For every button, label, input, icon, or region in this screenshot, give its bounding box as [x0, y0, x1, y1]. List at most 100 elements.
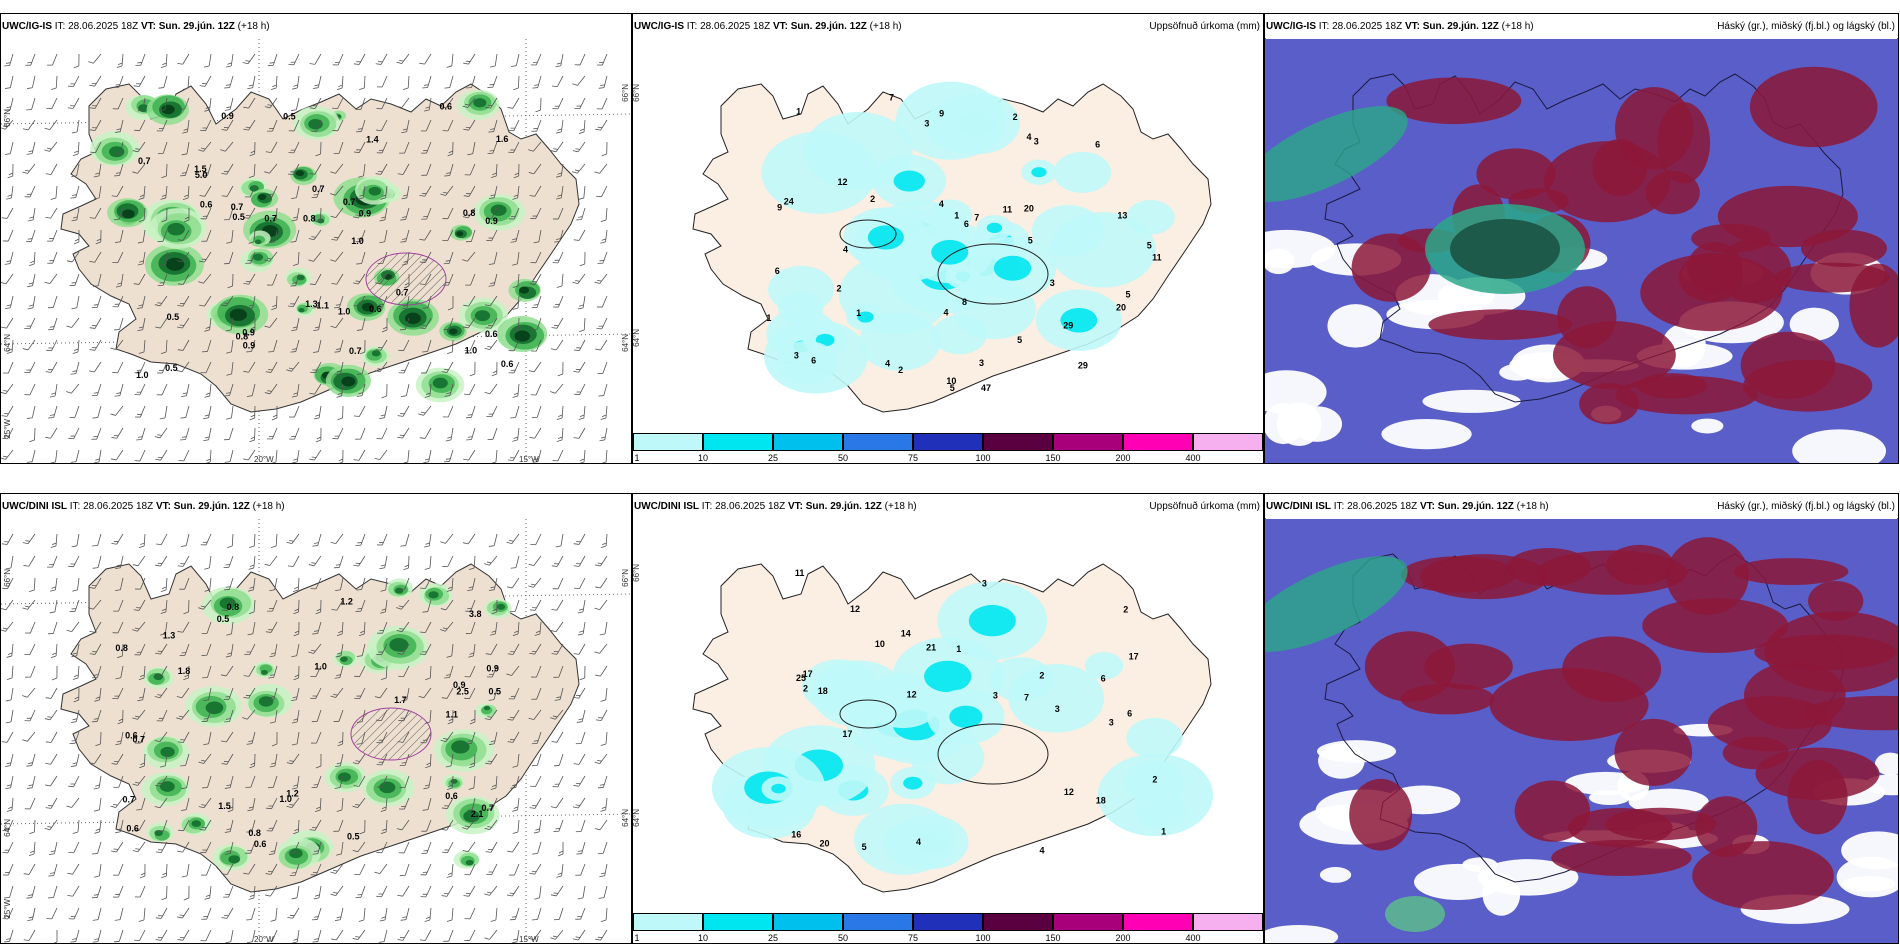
- wind-barb: [380, 797, 388, 812]
- wind-barb: [336, 841, 344, 856]
- wind-barb: [440, 97, 454, 109]
- wind-barb: [509, 863, 520, 876]
- wind-barb: [376, 775, 388, 788]
- wind-barb: [177, 841, 190, 853]
- wind-barb: [312, 621, 322, 635]
- wind-barb: [27, 295, 36, 310]
- wind-barb: [533, 229, 542, 244]
- wind-barb: [291, 687, 300, 702]
- wind-barb: [89, 643, 102, 655]
- wind-barb: [595, 929, 608, 941]
- colorbar-swatch: [703, 913, 773, 931]
- wind-value-label: 0.6: [369, 304, 382, 314]
- wind-barb: [271, 731, 278, 747]
- wind-barb: [155, 907, 168, 919]
- wind-barb: [224, 75, 234, 89]
- wind-barb: [160, 251, 168, 266]
- wind-barb: [114, 229, 124, 243]
- wind-value-label: 0.7: [349, 346, 362, 356]
- wind-barb: [315, 207, 322, 223]
- wind-barb: [70, 449, 80, 463]
- wind-barb: [4, 75, 14, 89]
- wind-barb: [268, 665, 278, 679]
- wind-barb: [573, 533, 586, 545]
- wind-barb: [134, 383, 146, 396]
- wind-barb: [444, 449, 454, 463]
- wind-barb: [311, 185, 322, 198]
- it-label: IT:: [1333, 501, 1345, 512]
- wind-barb: [293, 665, 300, 681]
- wind-barb: [512, 427, 520, 442]
- wind-barb: [332, 97, 344, 110]
- lead-time: (+18 h): [237, 21, 270, 32]
- wind-barb: [26, 775, 36, 789]
- precip-contour: [257, 194, 267, 201]
- wind-barb: [176, 687, 190, 699]
- wind-barb: [202, 775, 212, 789]
- wind-barb: [45, 731, 58, 743]
- wind-barb: [154, 687, 168, 699]
- wind-barb: [462, 819, 476, 830]
- wind-barb: [155, 555, 168, 567]
- wind-barb: [67, 97, 80, 109]
- precip-value-label: 3: [1109, 717, 1114, 727]
- precip-value-label: 1: [956, 644, 961, 654]
- precip-contour: [219, 597, 236, 610]
- wind-barb: [265, 361, 278, 373]
- precip-value-label: 2: [870, 194, 875, 204]
- wind-barb: [573, 775, 586, 787]
- precip-value-label: 1: [766, 313, 771, 323]
- wind-barb: [199, 185, 212, 197]
- wind-barb: [156, 709, 168, 722]
- wind-barb: [510, 53, 520, 67]
- wind-barb: [511, 929, 520, 943]
- wind-barb: [132, 775, 146, 786]
- wind-barb: [553, 819, 564, 832]
- wind-barb: [419, 273, 432, 285]
- wind-barb: [136, 295, 146, 309]
- precip-value-label: 18: [1096, 795, 1106, 805]
- wind-barb: [91, 427, 102, 440]
- wind-barb: [115, 577, 124, 591]
- wind-barb: [330, 863, 344, 874]
- colorbar-tick-label: 400: [1185, 453, 1201, 463]
- wind-barb: [462, 97, 476, 108]
- wind-barb: [330, 317, 344, 329]
- wind-barb: [358, 907, 366, 922]
- precip-area: [768, 265, 835, 314]
- wind-barb: [6, 185, 14, 200]
- wind-barb: [2, 229, 14, 242]
- wind-barb: [376, 753, 388, 766]
- wind-barb: [134, 361, 146, 374]
- wind-barb: [265, 141, 278, 153]
- colorbar-tick-label: 200: [1115, 933, 1131, 943]
- wind-barb: [155, 317, 168, 329]
- glacier-outline: [937, 243, 1049, 305]
- wind-barb: [26, 97, 36, 111]
- colorbar-swatch: [703, 433, 773, 451]
- wind-barb: [356, 317, 366, 331]
- wind-barb: [182, 75, 190, 90]
- precip-contour: [228, 855, 240, 864]
- wind-barb: [25, 665, 36, 678]
- wind-barb: [512, 295, 520, 310]
- wind-barb: [447, 339, 454, 355]
- wind-barb: [512, 185, 520, 200]
- wind-barb: [291, 731, 300, 746]
- wind-barb: [312, 841, 322, 855]
- wind-barb: [270, 533, 278, 548]
- clear-sky-patch: [1319, 867, 1352, 883]
- mid-cloud-area: [1774, 262, 1890, 293]
- valid-time: Sun. 29.jún. 12Z: [158, 21, 235, 32]
- wind-barb: [223, 885, 234, 898]
- wind-barb: [510, 775, 520, 789]
- wind-barb: [376, 731, 388, 744]
- wind-barb: [375, 53, 388, 65]
- wind-barb: [528, 163, 542, 175]
- wind-barb: [70, 709, 80, 723]
- wind-barb: [491, 361, 498, 377]
- wind-barb: [531, 687, 542, 700]
- wind-barb: [462, 317, 476, 329]
- precip-value-label: 7: [1024, 692, 1029, 702]
- wind-barb: [138, 665, 146, 680]
